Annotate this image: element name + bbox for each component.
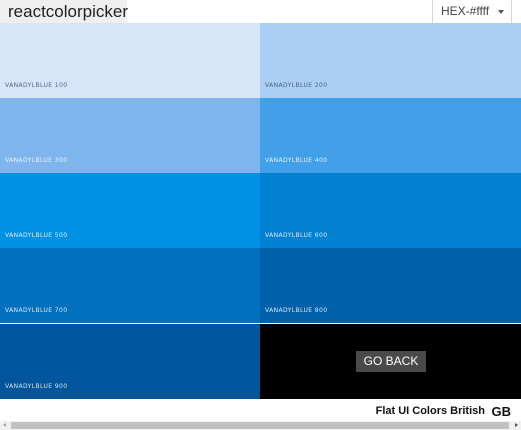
swatch-100[interactable]: VANADYLBLUE 100 bbox=[0, 23, 260, 98]
horizontal-scrollbar[interactable] bbox=[0, 421, 521, 430]
swatch-200[interactable]: VANADYLBLUE 200 bbox=[260, 23, 521, 98]
swatch-label: VANADYLBLUE 200 bbox=[265, 82, 328, 89]
palette-code: GB bbox=[491, 404, 512, 419]
swatch-label: VANADYLBLUE 700 bbox=[5, 307, 68, 314]
scrollbar-thumb[interactable] bbox=[11, 422, 509, 429]
swatch-900[interactable]: VANADYLBLUE 900 bbox=[0, 324, 260, 399]
swatch-400[interactable]: VANADYLBLUE 400 bbox=[260, 98, 521, 173]
scroll-left-arrow-icon[interactable] bbox=[3, 423, 6, 427]
go-back-button[interactable]: GO BACK bbox=[356, 351, 426, 372]
swatch-500[interactable]: VANADYLBLUE 500 bbox=[0, 173, 260, 248]
color-format-value: HEX-#ffff bbox=[441, 4, 490, 18]
scroll-right-arrow-icon[interactable] bbox=[515, 423, 518, 427]
swatch-label: VANADYLBLUE 100 bbox=[5, 82, 68, 89]
swatch-label: VANADYLBLUE 800 bbox=[265, 307, 328, 314]
swatch-label: VANADYLBLUE 600 bbox=[265, 232, 328, 239]
swatch-label: VANADYLBLUE 500 bbox=[5, 232, 68, 239]
top-bar: reactcolorpicker HEX-#ffff bbox=[0, 0, 521, 23]
swatch-label: VANADYLBLUE 900 bbox=[5, 383, 68, 390]
swatch-600[interactable]: VANADYLBLUE 600 bbox=[260, 173, 521, 248]
back-panel: GO BACK bbox=[260, 324, 521, 399]
palette-name: Flat UI Colors British bbox=[375, 405, 485, 417]
color-format-select[interactable]: HEX-#ffff bbox=[432, 0, 512, 23]
swatch-800[interactable]: VANADYLBLUE 800 bbox=[260, 248, 521, 323]
swatch-label: VANADYLBLUE 400 bbox=[265, 157, 328, 164]
swatch-700[interactable]: VANADYLBLUE 700 bbox=[0, 248, 260, 323]
swatch-300[interactable]: VANADYLBLUE 300 bbox=[0, 98, 260, 173]
swatch-label: VANADYLBLUE 300 bbox=[5, 157, 68, 164]
chevron-down-icon bbox=[498, 10, 504, 14]
app-title[interactable]: reactcolorpicker bbox=[0, 0, 128, 23]
